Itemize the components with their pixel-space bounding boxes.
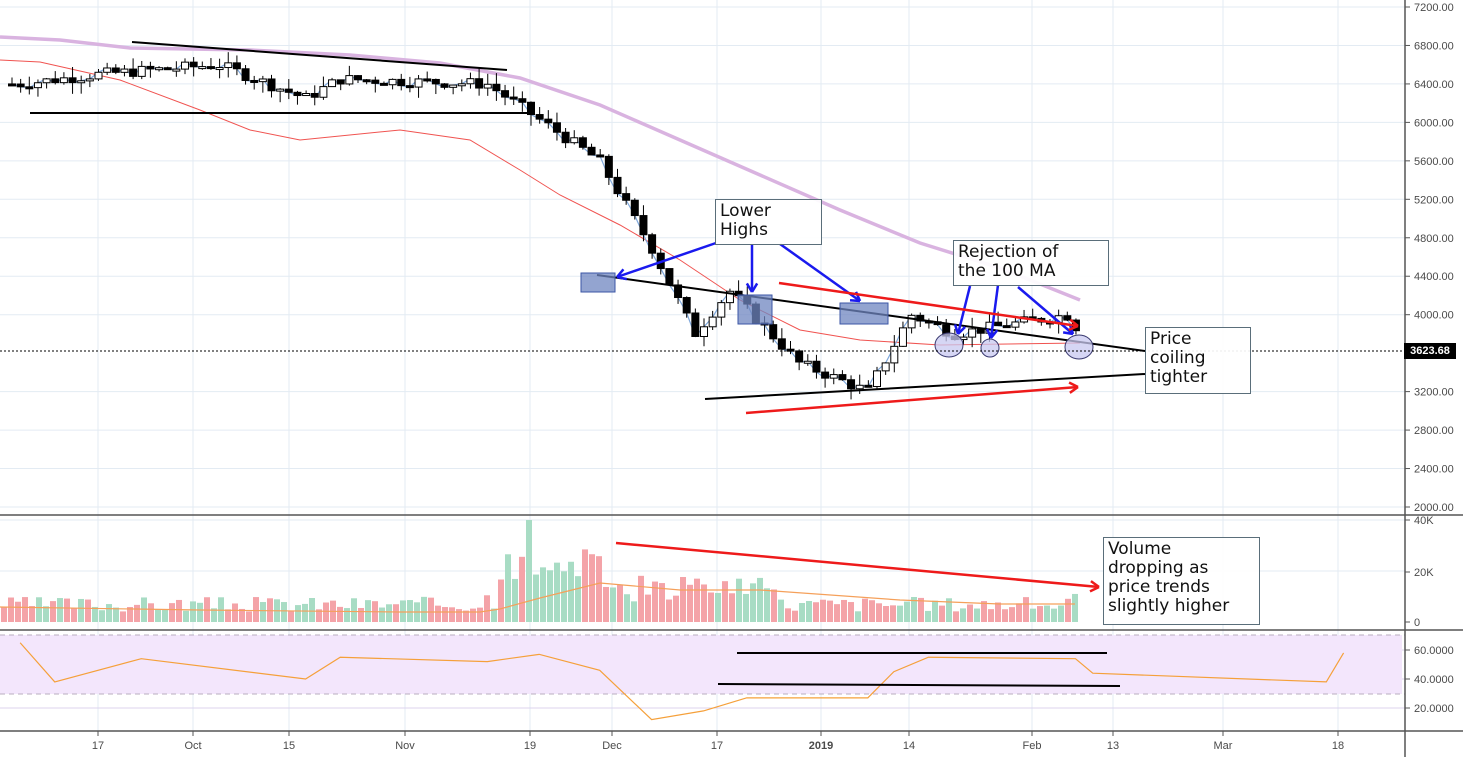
volume-tick-label: 20K <box>1414 567 1434 579</box>
close-line <box>11 61 1077 390</box>
time-tick-label: Feb <box>1023 740 1042 752</box>
volume-ma-line <box>0 582 1075 613</box>
time-tick-label: 18 <box>1332 740 1344 752</box>
time-tick-label: 14 <box>903 740 915 752</box>
rsi-tick-label: 60.0000 <box>1414 645 1454 657</box>
price-tick-label: 3200.00 <box>1414 387 1454 399</box>
ma100-line <box>0 35 1081 302</box>
price-tick-label: 2000.00 <box>1414 502 1454 514</box>
price-tick-label: 5600.00 <box>1414 156 1454 168</box>
rsi-tick-label: 40.0000 <box>1414 674 1454 686</box>
last-price-tag: 3623.68 <box>1404 343 1456 359</box>
time-tick-label: 2019 <box>809 740 833 752</box>
time-tick-label: Dec <box>602 740 622 752</box>
annotation-volume-dropping[interactable]: Volume dropping as price trends slightly… <box>1103 537 1260 625</box>
price-tick-label: 7200.00 <box>1414 2 1454 14</box>
rsi-tick-label: 20.0000 <box>1414 703 1454 715</box>
annotation-price-coiling[interactable]: Price coiling tighter <box>1145 327 1251 394</box>
volume-bars <box>1 520 1078 622</box>
time-tick-label: Oct <box>184 740 201 752</box>
time-tick-label: Nov <box>395 740 415 752</box>
volume-tick-label: 40K <box>1414 515 1434 527</box>
drawings[interactable] <box>30 41 1146 687</box>
price-tick-label: 4400.00 <box>1414 271 1454 283</box>
price-tick-label: 6000.00 <box>1414 117 1454 129</box>
price-axis[interactable]: 7200.00 6800.00 6400.00 6000.00 5600.00 5200.… <box>1405 2 1454 715</box>
time-tick-label: 13 <box>1107 740 1119 752</box>
volume-tick-label: 0 <box>1414 617 1420 629</box>
ma50-line <box>0 59 1081 346</box>
price-tick-label: 4800.00 <box>1414 233 1454 245</box>
time-tick-label: 19 <box>524 740 536 752</box>
time-axis[interactable]: 17 Oct 15 Nov 19 Dec 17 2019 14 Feb 13 Mar 18 <box>92 731 1344 752</box>
annotation-rejection-100ma[interactable]: Rejection of the 100 MA <box>953 240 1109 286</box>
price-tick-label: 4000.00 <box>1414 310 1454 322</box>
time-tick-label: 17 <box>711 740 723 752</box>
candlesticks <box>8 52 1080 400</box>
price-tick-label: 6800.00 <box>1414 40 1454 52</box>
price-tick-label: 2800.00 <box>1414 425 1454 437</box>
price-tick-label: 2400.00 <box>1414 464 1454 476</box>
annotation-lower-highs[interactable]: Lower Highs <box>715 199 822 245</box>
time-tick-label: Mar <box>1214 740 1233 752</box>
rsi-line <box>19 642 1345 721</box>
rsi-band <box>0 635 1402 694</box>
time-tick-label: 17 <box>92 740 104 752</box>
price-tick-label: 5200.00 <box>1414 194 1454 206</box>
time-tick-label: 15 <box>283 740 295 752</box>
price-tick-label: 6400.00 <box>1414 79 1454 91</box>
rsi-band-dashes <box>0 634 1405 695</box>
